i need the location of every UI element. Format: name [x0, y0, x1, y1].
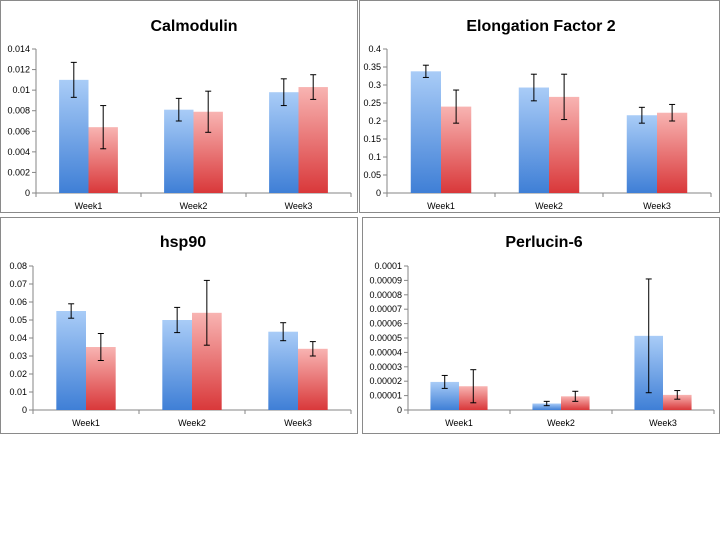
y-tick-label: 0.07	[9, 279, 27, 289]
bar-series-1-week2	[532, 403, 561, 410]
y-tick-label: 0.008	[7, 106, 30, 116]
y-tick-label: 0.3	[368, 80, 381, 90]
y-tick-label: 0	[22, 405, 27, 415]
y-tick-label: 0.002	[7, 167, 30, 177]
y-tick-label: 0.00001	[369, 391, 402, 401]
y-tick-label: 0	[25, 188, 30, 198]
bar-series-1-week2	[164, 109, 194, 193]
y-tick-label: 0.014	[7, 44, 30, 54]
y-tick-label: 0.25	[363, 98, 381, 108]
y-tick-label: 0.1	[368, 152, 381, 162]
y-tick-label: 0.08	[9, 261, 27, 271]
bar-series-1-week3	[269, 92, 299, 193]
y-tick-label: 0.006	[7, 126, 30, 136]
y-tick-label: 0.00008	[369, 290, 402, 300]
bar-series-1-week3	[268, 331, 298, 410]
chart-title: hsp90	[160, 234, 206, 251]
chart-svg: Calmodulin 0 0.002 0.004 0.006 0.008 0.01 0.012…	[7, 18, 352, 211]
y-tick-label: 0.0001	[374, 261, 402, 271]
chart-panel-perlucin-6: Perlucin-6 0 0.00001 0.00002 0.00003 0.00004 0…	[362, 217, 720, 434]
x-tick-label: Week3	[284, 418, 312, 428]
x-tick-label: Week1	[445, 418, 473, 428]
chart-svg: Elongation Factor 2 0 0.05 0.1 0.15 0.2 0.25 0.…	[363, 18, 712, 211]
chart-svg: Perlucin-6 0 0.00001 0.00002 0.00003 0.00004 0…	[369, 234, 715, 428]
bar-series-1-week3	[626, 115, 657, 193]
x-tick-label: Week1	[427, 201, 455, 211]
y-tick-label: 0.35	[363, 62, 381, 72]
bar-series-1-week1	[56, 311, 86, 410]
y-tick-label: 0.05	[363, 170, 381, 180]
bar-series-2-week3	[298, 348, 328, 410]
y-tick-label: 0.012	[7, 65, 30, 75]
y-tick-label: 0.00007	[369, 304, 402, 314]
x-tick-label: Week3	[643, 201, 671, 211]
x-tick-label: Week2	[547, 418, 575, 428]
bar-series-1-week2	[518, 87, 549, 193]
y-tick-label: 0.04	[9, 333, 27, 343]
y-tick-label: 0	[376, 188, 381, 198]
bar-series-1-week1	[410, 71, 441, 193]
chart-svg: hsp90 0 0.01 0.02 0.03 0.04 0.05 0.06 0.07 0.08 We…	[9, 234, 352, 428]
chart-panel-calmodulin: Calmodulin 0 0.002 0.004 0.006 0.008 0.01 0.012…	[0, 0, 358, 213]
y-tick-label: 0.004	[7, 147, 30, 157]
bar-series-2-week2	[561, 396, 590, 410]
y-tick-label: 0.00004	[369, 347, 402, 357]
y-tick-label: 0.00005	[369, 333, 402, 343]
x-tick-label: Week2	[180, 201, 208, 211]
y-tick-label: 0.15	[363, 134, 381, 144]
y-tick-label: 0.06	[9, 297, 27, 307]
y-tick-label: 0.02	[9, 369, 27, 379]
chart-panel-hsp90: hsp90 0 0.01 0.02 0.03 0.04 0.05 0.06 0.07 0.08 We…	[0, 217, 358, 434]
bar-series-1-week2	[162, 320, 192, 410]
x-tick-label: Week2	[178, 418, 206, 428]
bar-series-2-week3	[298, 87, 328, 193]
y-tick-label: 0.00006	[369, 319, 402, 329]
y-tick-label: 0	[397, 405, 402, 415]
y-tick-label: 0.05	[9, 315, 27, 325]
chart-title: Perlucin-6	[505, 234, 582, 251]
bar-series-1-week1	[59, 79, 89, 193]
chart-panel-elongation-factor-2: Elongation Factor 2 0 0.05 0.1 0.15 0.2 0.25 0.…	[359, 0, 720, 213]
y-tick-label: 0.2	[368, 116, 381, 126]
bar-series-2-week3	[663, 394, 692, 410]
y-tick-label: 0.00003	[369, 362, 402, 372]
y-tick-label: 0.00002	[369, 376, 402, 386]
x-tick-label: Week1	[72, 418, 100, 428]
y-tick-label: 0.4	[368, 44, 381, 54]
y-tick-label: 0.00009	[369, 275, 402, 285]
x-tick-label: Week3	[649, 418, 677, 428]
x-tick-label: Week2	[535, 201, 563, 211]
y-tick-label: 0.01	[9, 387, 27, 397]
chart-title: Elongation Factor 2	[466, 18, 615, 35]
x-tick-label: Week3	[285, 201, 313, 211]
bar-series-2-week3	[657, 112, 688, 193]
y-tick-label: 0.01	[12, 85, 30, 95]
chart-title: Calmodulin	[150, 18, 237, 35]
y-tick-label: 0.03	[9, 351, 27, 361]
x-tick-label: Week1	[75, 201, 103, 211]
